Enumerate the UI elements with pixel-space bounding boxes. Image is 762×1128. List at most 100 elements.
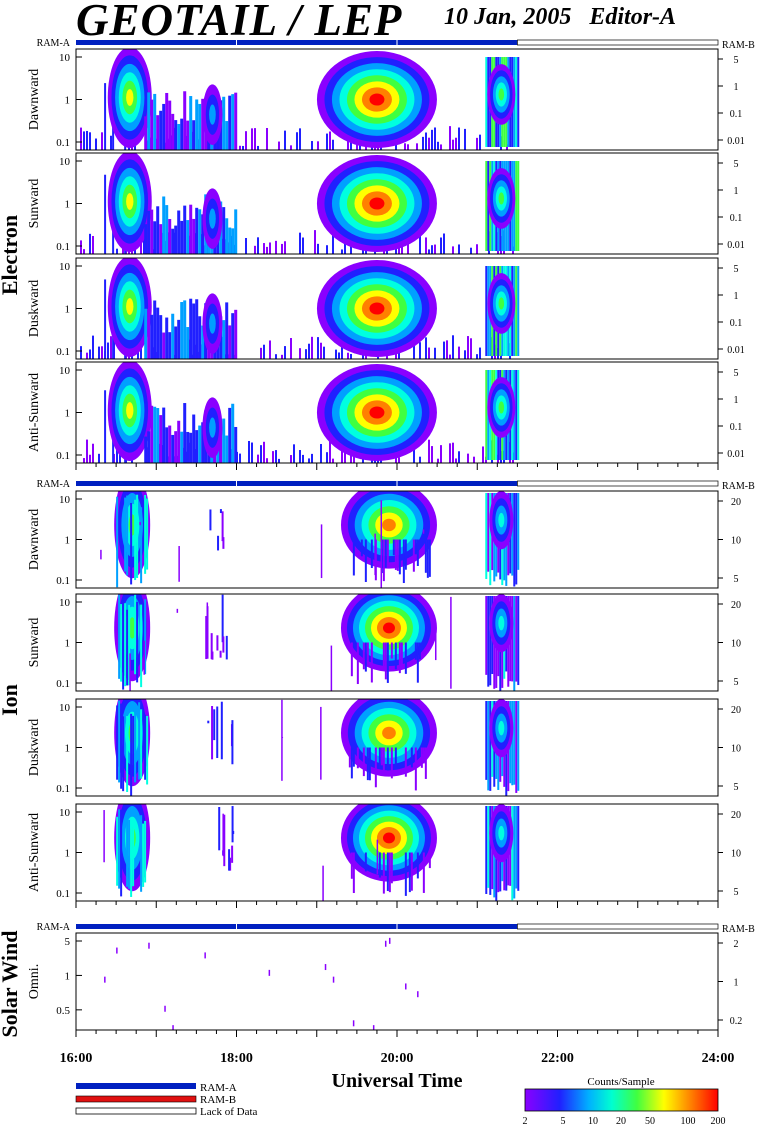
x-tick-3: 22:00 [541, 1051, 574, 1066]
y-tick-4-2: 0.1 [56, 575, 70, 587]
y-tick-4-1: 1 [65, 535, 71, 547]
right-tick-8-0: 2 [734, 939, 739, 950]
x-tick-0: 16:00 [60, 1051, 93, 1066]
y-tick-8-1: 1 [65, 970, 71, 982]
colorbar-tick-5: 100 [681, 1116, 696, 1127]
right-tick-8-2: 0.2 [730, 1016, 743, 1027]
colorbar-gradient [524, 1088, 719, 1112]
spectrogram-2 [80, 258, 520, 359]
right-tick-0-0: 5 [734, 55, 739, 66]
right-tick-0-1: 1 [734, 82, 739, 93]
ram-label-right-4: RAM-B [722, 481, 755, 492]
y-tick-1-0: 10 [59, 156, 71, 168]
right-tick-5-0: 20 [731, 600, 741, 611]
y-tick-6-1: 1 [65, 743, 71, 755]
colorbar-title: Counts/Sample [587, 1076, 654, 1088]
panel-ion-dawnward: RAM-A RAM-B Dawnward 10 1 0.1 20 10 5 [27, 479, 755, 589]
panel-ion-sunward: Sunward 10 1 0.1 20 10 5 [27, 593, 741, 692]
panel-frame-8 [75, 932, 719, 1031]
x-tick-1: 18:00 [220, 1051, 253, 1066]
panel-solar-wind-omni-: RAM-A RAM-B Omni. 5 1 0.5 2 1 0.2 [27, 922, 755, 1037]
date-editor-label: 10 Jan, 2005 Editor-A [444, 4, 677, 30]
right-tick-4-1: 10 [731, 536, 741, 547]
panel-electron-duskward: Duskward 10 1 0.1 5 1 0.1 0.01 [27, 257, 745, 360]
panel-electron-dawnward: RAM-A RAM-B Dawnward 10 1 0.1 5 1 0.1 0.01 [27, 38, 755, 151]
x-axis-title: Universal Time [332, 1070, 463, 1092]
right-tick-2-2: 0.1 [730, 318, 743, 329]
right-tick-2-1: 1 [734, 291, 739, 302]
y-tick-7-2: 0.1 [56, 888, 70, 900]
lack-of-data-bar-8 [517, 923, 719, 930]
right-tick-7-2: 5 [734, 887, 739, 898]
ram-a-bar-0 [76, 40, 518, 45]
y-tick-8-2: 0.5 [56, 1005, 70, 1017]
spectrogram-7 [103, 804, 520, 901]
right-tick-2-3: 0.01 [727, 345, 745, 356]
y-tick-1-2: 0.1 [56, 241, 70, 253]
legend-ram-a-label: RAM-A [200, 1082, 237, 1094]
panel-electron-sunward: Sunward 10 1 0.1 5 1 0.1 0.01 [27, 152, 745, 255]
right-tick-6-0: 20 [731, 705, 741, 716]
y-tick-6-2: 0.1 [56, 783, 70, 795]
right-tick-3-0: 5 [734, 368, 739, 379]
right-tick-3-2: 0.1 [730, 422, 743, 433]
right-tick-4-2: 5 [734, 574, 739, 585]
y-label-8: Omni. [27, 964, 42, 999]
right-tick-1-1: 1 [734, 186, 739, 197]
right-tick-7-1: 10 [731, 849, 741, 860]
y-tick-7-0: 10 [59, 807, 71, 819]
legend-lack-swatch [75, 1107, 197, 1115]
y-label-1: Sunward [27, 179, 42, 229]
y-label-7: Anti-Sunward [27, 813, 42, 892]
page-title: GEOTAIL / LEP [76, 0, 403, 45]
spectrogram-3 [83, 362, 520, 463]
right-tick-4-0: 20 [731, 497, 741, 508]
right-tick-6-2: 5 [734, 782, 739, 793]
colorbar-tick-6: 200 [711, 1116, 726, 1127]
y-label-4: Dawnward [27, 509, 42, 570]
y-label-2: Duskward [27, 280, 42, 338]
panel-ion-duskward: Duskward 10 1 0.1 20 10 5 [27, 698, 741, 797]
y-tick-2-0: 10 [59, 261, 71, 273]
x-tick-4: 24:00 [702, 1051, 735, 1066]
group-label-electron: Electron [0, 215, 22, 295]
right-tick-3-3: 0.01 [727, 449, 745, 460]
spectrogram-0 [80, 49, 520, 150]
y-tick-1-1: 1 [65, 199, 71, 211]
y-tick-3-1: 1 [65, 408, 71, 420]
y-tick-3-0: 10 [59, 365, 71, 377]
y-tick-6-0: 10 [59, 702, 71, 714]
ram-label-left-8: RAM-A [37, 922, 71, 933]
y-tick-0-0: 10 [59, 52, 71, 64]
ram-label-right-0: RAM-B [722, 40, 755, 51]
ram-label-right-8: RAM-B [722, 924, 755, 935]
legend-ram-b-label: RAM-B [200, 1094, 236, 1106]
y-tick-2-2: 0.1 [56, 346, 70, 358]
y-label-5: Sunward [27, 618, 42, 668]
y-tick-5-1: 1 [65, 638, 71, 650]
ram-legend: RAM-A RAM-B Lack of Data [75, 1082, 258, 1118]
colorbar-tick-4: 50 [645, 1116, 655, 1127]
y-tick-5-0: 10 [59, 597, 71, 609]
spectrogram-1 [80, 153, 520, 254]
spectrogram-6 [114, 699, 520, 796]
right-tick-3-1: 1 [734, 395, 739, 406]
right-tick-1-3: 0.01 [727, 240, 745, 251]
colorbar: Counts/Sample 2 5 10 20 50 100 200 [523, 1076, 726, 1127]
y-tick-5-2: 0.1 [56, 678, 70, 690]
panel-ion-anti-sunward: Anti-Sunward 10 1 0.1 20 10 5 [27, 803, 741, 908]
y-tick-3-2: 0.1 [56, 450, 70, 462]
right-tick-0-2: 0.1 [730, 109, 743, 120]
y-tick-0-2: 0.1 [56, 137, 70, 149]
panel-electron-anti-sunward: Anti-Sunward 10 1 0.1 5 1 0.1 0.01 [27, 361, 745, 470]
right-tick-1-0: 5 [734, 159, 739, 170]
legend-ram-a-swatch [76, 1083, 196, 1089]
y-label-6: Duskward [27, 719, 42, 777]
legend-lack-label: Lack of Data [200, 1106, 258, 1118]
colorbar-tick-3: 20 [616, 1116, 626, 1127]
ram-a-bar-8 [76, 924, 518, 929]
group-label-ion: Ion [0, 684, 22, 716]
right-tick-2-0: 5 [734, 264, 739, 275]
y-tick-8-0: 5 [65, 936, 71, 948]
